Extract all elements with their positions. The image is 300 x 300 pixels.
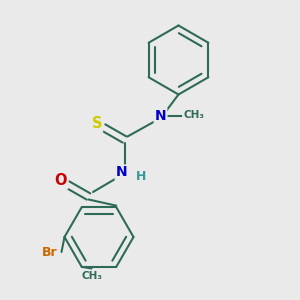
Text: O: O xyxy=(55,173,67,188)
Text: Br: Br xyxy=(42,245,57,259)
Text: CH₃: CH₃ xyxy=(183,110,204,121)
Text: CH₃: CH₃ xyxy=(81,271,102,281)
Text: N: N xyxy=(116,166,127,179)
Text: S: S xyxy=(92,116,102,131)
Text: H: H xyxy=(136,170,146,184)
Text: N: N xyxy=(155,109,166,122)
